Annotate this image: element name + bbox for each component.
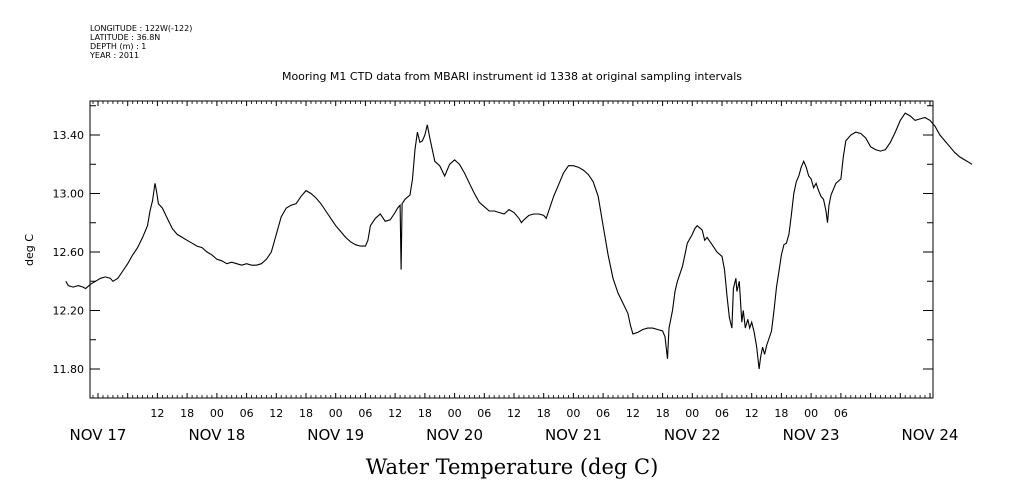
x-hour-label: 12 [626,407,640,420]
x-minor-ticks [92,101,926,398]
x-hour-label: 06 [834,407,848,420]
y-tick-label: 12.60 [53,246,85,259]
y-tick-label: 11.80 [53,363,85,376]
x-hour-label: 00 [685,407,699,420]
chart-title: Mooring M1 CTD data from MBARI instrumen… [282,70,742,83]
x-hour-label: 12 [150,407,164,420]
x-day-label: NOV 23 [783,426,840,444]
x-hour-label: 12 [507,407,521,420]
x-day-label: NOV 18 [188,426,245,444]
x-hour-label: 18 [774,407,788,420]
x-day-label: NOV 21 [545,426,602,444]
meta-year: YEAR : 2011 [89,51,139,60]
meta-latitude: LATITUDE : 36.8N [90,33,160,42]
x-hour-label: 18 [180,407,194,420]
x-day-label: NOV 20 [426,426,483,444]
y-tick-labels: 11.80 12.20 12.60 13.00 13.40 [53,129,85,376]
y-ticks [90,105,933,370]
x-major-ticks [97,101,931,398]
x-hour-label: 06 [240,407,254,420]
series-line [65,112,973,370]
y-tick-label: 12.20 [53,305,85,318]
y-tick-label: 13.00 [53,188,85,201]
x-hour-label: 18 [299,407,313,420]
x-hour-label: 12 [745,407,759,420]
meta-longitude: LONGITUDE : 122W(-122) [90,24,192,33]
x-hour-label: 06 [358,407,372,420]
y-axis-label: deg C [23,234,36,266]
x-day-label: NOV 24 [902,426,959,444]
x-hour-label: 06 [596,407,610,420]
x-hour-label: 12 [269,407,283,420]
x-hour-label: 00 [210,407,224,420]
x-hour-label: 18 [656,407,670,420]
x-hour-label: 18 [537,407,551,420]
x-hour-label: 00 [804,407,818,420]
x-tick-labels: 12 18 00 06 12 18 00 06 12 18 00 06 12 18 00 06 12 18 00 06… [70,407,959,444]
chart-caption: Water Temperature (deg C) [366,455,659,479]
x-hour-label: 00 [566,407,580,420]
x-hour-label: 18 [418,407,432,420]
y-tick-label: 13.40 [53,129,85,142]
meta-depth: DEPTH (m) : 1 [90,42,146,51]
x-hour-label: 00 [329,407,343,420]
axis-ticks [90,101,933,398]
x-day-label: NOV 17 [70,426,127,444]
x-day-label: NOV 22 [664,426,721,444]
x-hour-label: 06 [477,407,491,420]
x-hour-label: 06 [715,407,729,420]
plot-frame [89,100,934,399]
x-hour-label: 12 [388,407,402,420]
x-day-label: NOV 19 [307,426,364,444]
x-hour-label: 00 [448,407,462,420]
